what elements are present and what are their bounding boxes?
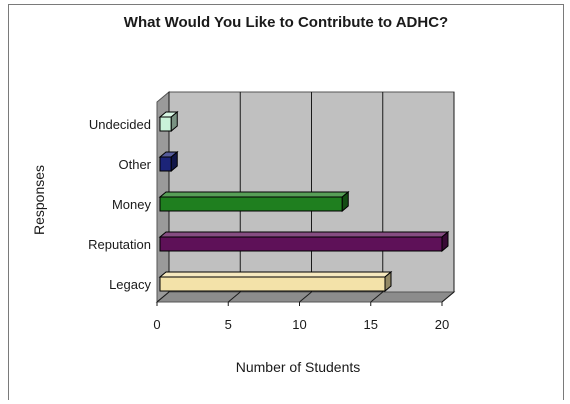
x-tick-label: 10 [292, 317, 306, 332]
x-axis-ticks: 0 5 10 15 20 [153, 317, 449, 332]
bar-other [158, 150, 179, 173]
x-tick-label: 15 [364, 317, 378, 332]
y-tick-label: Money [112, 197, 152, 212]
chart-title: What Would You Like to Contribute to ADH… [123, 14, 449, 31]
bars [158, 110, 450, 293]
bar-legacy [158, 270, 393, 293]
gridline-floor [227, 291, 241, 303]
y-tick-label: Other [118, 157, 151, 172]
y-tick-label: Undecided [89, 117, 151, 132]
gridline-floor [441, 291, 455, 303]
x-tick-label: 20 [435, 317, 449, 332]
y-tick-label: Reputation [88, 237, 151, 252]
chart-frame [8, 4, 564, 400]
y-axis-ticks: Legacy Reputation Money Other Undecided [88, 117, 152, 292]
x-axis-label: Number of Students [236, 359, 361, 375]
x-tick-label: 5 [225, 317, 232, 332]
gridline-floor [156, 291, 170, 303]
x-tick-label: 0 [153, 317, 160, 332]
gridline-floor [370, 291, 384, 303]
bar-reputation [158, 230, 450, 253]
y-axis-label: Responses [31, 165, 47, 235]
bar-undecided [158, 110, 179, 133]
bar-money [158, 190, 350, 213]
gridline-floor [299, 291, 312, 303]
y-tick-label: Legacy [109, 277, 151, 292]
